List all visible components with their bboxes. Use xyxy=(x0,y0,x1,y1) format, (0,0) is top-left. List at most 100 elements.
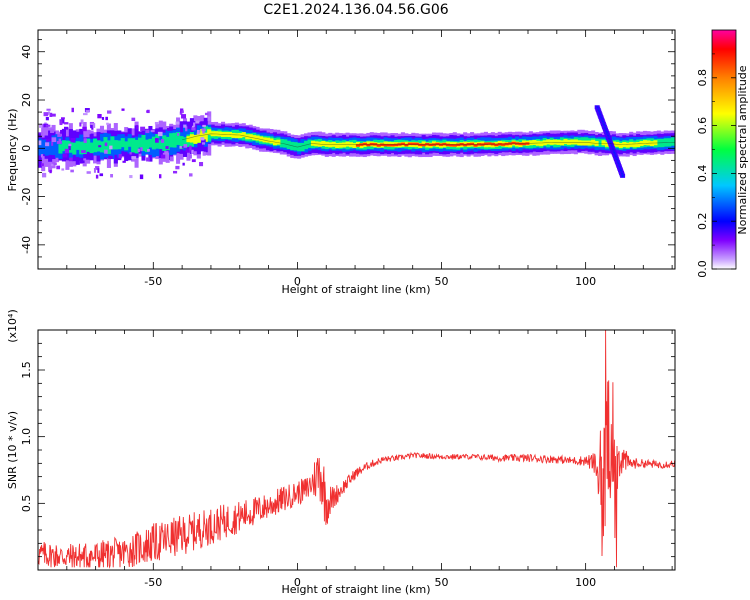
spectrogram-cell xyxy=(338,142,343,148)
spectrogram-cell xyxy=(625,142,630,148)
spectrogram-cell xyxy=(207,129,212,135)
spectrogram-speckle xyxy=(63,122,69,125)
spectrogram-frame xyxy=(37,29,676,270)
spectrogram-speckle xyxy=(202,151,206,156)
spectrogram-cell xyxy=(352,143,357,149)
spectrogram-cell xyxy=(265,137,271,143)
spectrogram-cell xyxy=(58,144,63,154)
spectrogram-speckle xyxy=(129,175,133,179)
spectrogram-cell xyxy=(366,143,371,147)
spectrogram-speckle xyxy=(51,137,57,143)
spectrogram-speckle xyxy=(38,140,42,146)
spectrogram-speckle xyxy=(51,113,56,117)
spectrogram-cell xyxy=(307,139,312,148)
spectrogram-speckle xyxy=(175,121,180,125)
colorbar-tick-label: 0.0 xyxy=(696,260,709,278)
spectrogram-speckle xyxy=(121,108,125,111)
spectrogram-cell xyxy=(601,140,606,146)
spectrogram-speckle xyxy=(79,122,82,127)
spectrogram-speckle xyxy=(183,144,188,148)
spectrogram-speckle xyxy=(95,174,99,179)
spectrogram-cell xyxy=(642,140,648,146)
spectrogram-xlabel: Height of straight line (km) xyxy=(281,283,430,296)
spectrogram-speckle xyxy=(46,108,51,111)
spectrogram-cell xyxy=(435,142,440,146)
spectrogram-cell xyxy=(41,139,46,155)
spectrogram-speckle xyxy=(140,147,143,152)
spectrogram-speckle xyxy=(82,126,87,132)
spectrogram-cell xyxy=(172,132,177,148)
colorbar-tick-label: 0.8 xyxy=(696,69,709,87)
spectrogram-speckle xyxy=(107,110,112,114)
spectrogram-cell xyxy=(189,134,194,143)
snr-panel: -50 0 50 100 0.5 1.0 1.5 Height of straight li… xyxy=(6,309,676,596)
spectrogram-speckle xyxy=(57,133,62,137)
spectrogram-speckle xyxy=(39,123,43,128)
spectrogram-cell xyxy=(618,142,623,148)
spectrogram-speckle xyxy=(70,169,74,173)
spectrogram-cell xyxy=(248,134,253,140)
spectrogram-speckle xyxy=(40,132,43,137)
spectrogram-speckle xyxy=(131,117,136,122)
x-tick-label: 50 xyxy=(435,275,449,288)
spectrogram-speckle xyxy=(177,133,180,136)
spectrogram-cell xyxy=(459,143,464,146)
spectrogram-cell xyxy=(400,142,405,146)
spectrogram-cell xyxy=(331,141,336,147)
spectrogram-speckle xyxy=(45,138,50,142)
spectrogram-cell xyxy=(110,136,115,150)
y-tick-label: 1.5 xyxy=(20,361,33,379)
spectrogram-speckle xyxy=(63,126,69,130)
spectrogram-speckle xyxy=(201,142,206,145)
spectrogram-speckle xyxy=(140,126,146,131)
spectrogram-cell xyxy=(231,132,236,138)
snr-ylabel: SNR (10 * v/v) xyxy=(6,411,19,489)
spectrogram-speckle xyxy=(40,163,44,167)
spectrogram-cell xyxy=(86,138,91,152)
spectrogram-cell xyxy=(196,132,201,143)
spectrogram-speckle xyxy=(97,113,102,119)
spectrogram-speckle xyxy=(201,128,206,132)
spectrogram-speckle xyxy=(200,137,205,141)
spectrogram-cell xyxy=(82,141,87,155)
spectrogram-cell xyxy=(670,137,675,146)
spectrogram-cell xyxy=(494,143,499,147)
spectrogram-speckle xyxy=(93,168,96,173)
spectrogram-cell xyxy=(162,135,167,151)
x-tick-label: 100 xyxy=(575,576,596,589)
spectrogram-cell xyxy=(604,141,610,147)
spectrogram-cell xyxy=(176,132,181,145)
spectrogram-cell xyxy=(61,140,66,152)
spectrogram-cell xyxy=(93,138,98,153)
spectrogram-speckle xyxy=(189,154,192,159)
spectrogram-speckle xyxy=(182,162,185,166)
spectrogram-cell xyxy=(355,144,360,147)
spectrogram-cell xyxy=(141,134,146,151)
spectrogram-cell xyxy=(127,138,132,147)
spectrogram-speckle xyxy=(179,111,183,115)
spectrogram-cell xyxy=(452,144,457,147)
spectrogram-speckle xyxy=(109,145,113,150)
spectrogram-speckle xyxy=(139,174,144,180)
spectrogram-cell xyxy=(518,142,523,146)
spectrogram-speckle xyxy=(154,121,159,125)
spectrogram-speckle xyxy=(199,161,204,167)
spectrogram-cell xyxy=(124,141,129,151)
spectrogram-cell xyxy=(283,139,288,148)
spectrogram-cell xyxy=(425,142,430,146)
spectrogram-speckle xyxy=(83,113,88,116)
spectrogram-speckle xyxy=(45,124,51,127)
spectrogram-cell xyxy=(276,139,281,145)
spectrogram-cell xyxy=(75,141,80,150)
spectrogram-speckle xyxy=(181,114,187,119)
spectrogram-ylabel: Frequency (Hz) xyxy=(6,109,19,192)
spectrogram-cell xyxy=(252,135,257,141)
spectrogram-speckle xyxy=(157,131,163,137)
spectrogram-cell xyxy=(407,142,412,146)
spectrogram-speckle xyxy=(47,111,51,115)
spectrogram-speckle xyxy=(51,142,54,146)
spectrogram-cell xyxy=(546,139,551,145)
spectrogram-cell xyxy=(151,136,156,150)
spectrogram-speckle xyxy=(122,160,126,163)
